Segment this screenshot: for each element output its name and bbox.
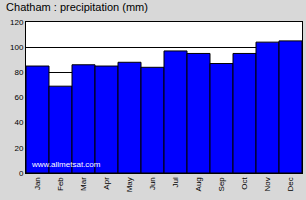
- svg-text:Aug: Aug: [194, 177, 203, 191]
- svg-text:Nov: Nov: [263, 177, 272, 191]
- svg-text:Feb: Feb: [56, 177, 65, 191]
- svg-text:0: 0: [19, 169, 24, 178]
- svg-text:www.allmetsat.com: www.allmetsat.com: [31, 160, 101, 169]
- svg-text:80: 80: [14, 68, 23, 77]
- svg-text:May: May: [125, 177, 134, 192]
- svg-text:Chatham : precipitation (mm): Chatham : precipitation (mm): [6, 1, 148, 13]
- svg-text:Jan: Jan: [33, 177, 42, 190]
- svg-text:Sep: Sep: [217, 177, 226, 192]
- svg-text:120: 120: [10, 18, 24, 27]
- svg-text:Mar: Mar: [79, 177, 88, 191]
- svg-text:20: 20: [14, 144, 23, 153]
- svg-text:Jun: Jun: [148, 177, 157, 190]
- svg-text:Jul: Jul: [171, 177, 180, 187]
- svg-text:Apr: Apr: [102, 177, 111, 190]
- svg-text:60: 60: [14, 93, 23, 102]
- svg-text:Dec: Dec: [286, 177, 295, 191]
- svg-text:100: 100: [10, 43, 24, 52]
- svg-text:Oct: Oct: [240, 176, 249, 189]
- svg-text:40: 40: [14, 118, 23, 127]
